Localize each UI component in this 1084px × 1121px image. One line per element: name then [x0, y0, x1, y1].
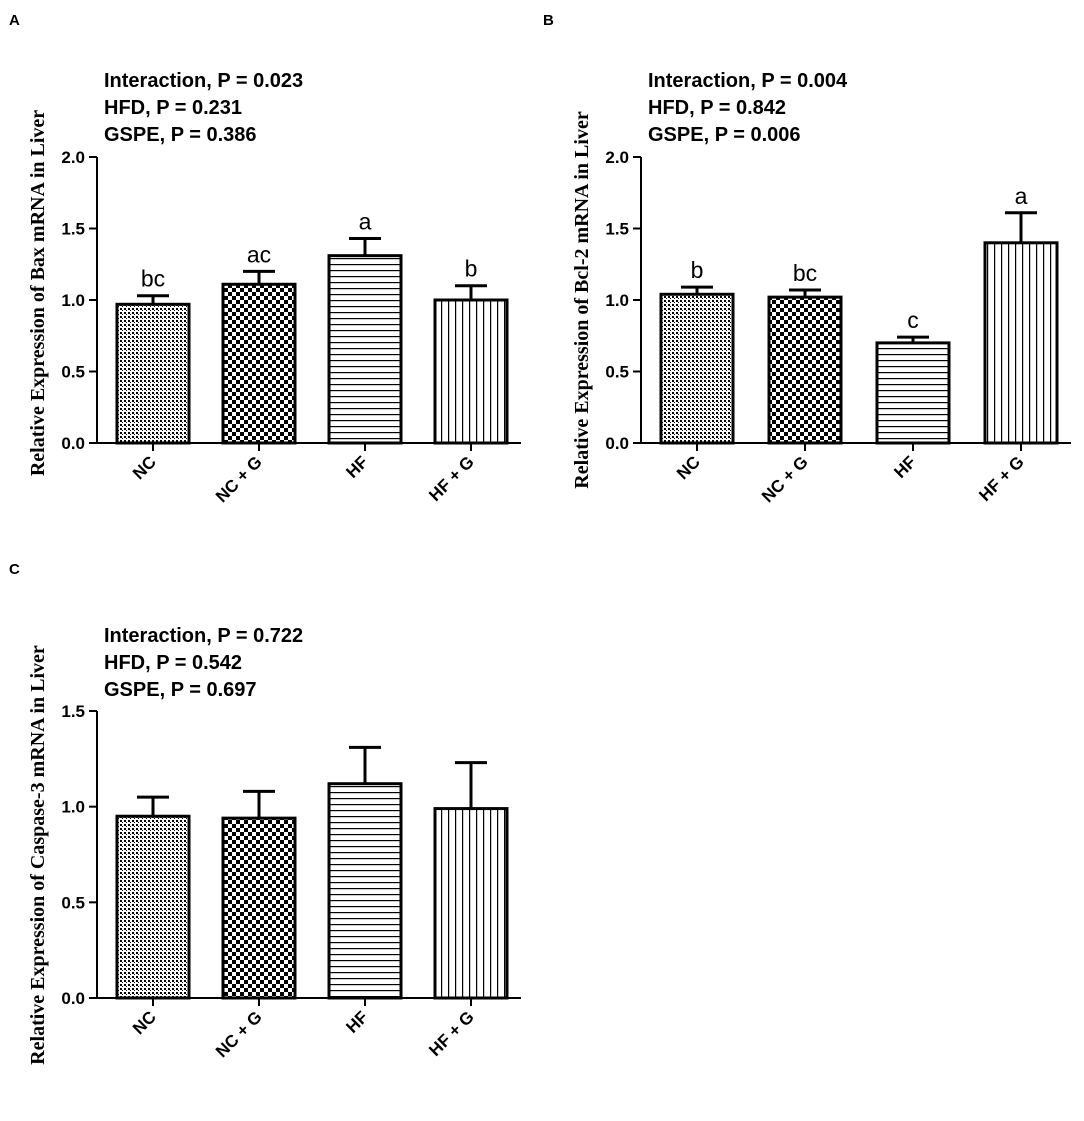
significance-label: bc — [793, 260, 817, 286]
plot-area: 0.0 0.5 1.0 1.5 2.0 bc NC ac NC + G a HF b HF + G — [61, 148, 521, 506]
y-tick-label: 0.0 — [61, 434, 85, 453]
bar-hf-g — [983, 241, 1059, 445]
stat-hfd: HFD, P = 0.231 — [104, 97, 242, 119]
y-tick-label: 0.5 — [605, 363, 629, 382]
y-axis-title: Relative Expression of Bcl-2 mRNA in Liv… — [571, 111, 593, 489]
y-tick-label: 1.5 — [61, 702, 85, 721]
category-label: NC — [129, 452, 160, 483]
y-tick-label: 0.0 — [61, 989, 85, 1008]
significance-label: a — [359, 209, 372, 235]
stat-hfd: HFD, P = 0.542 — [104, 652, 242, 674]
y-tick-label: 1.5 — [605, 220, 629, 239]
category-label: HF + G — [425, 452, 478, 505]
bar-nc — [659, 292, 735, 445]
category-label: HF + G — [425, 1007, 478, 1060]
y-tick-label: 1.0 — [61, 291, 85, 310]
bar-hf — [327, 782, 403, 1000]
stat-interaction: Interaction, P = 0.004 — [648, 70, 848, 92]
significance-label: a — [1015, 183, 1028, 209]
category-label: NC + G — [212, 452, 266, 506]
panel-c: C Interaction, P = 0.722 HFD, P = 0.542 … — [9, 561, 521, 1065]
y-tick-label: 1.0 — [61, 798, 85, 817]
y-tick-label: 1.0 — [605, 291, 629, 310]
plot-area: 0.0 0.5 1.0 1.5 2.0 b NC bc NC + G c HF a HF + G — [605, 148, 1071, 506]
category-label: HF — [342, 1007, 371, 1036]
y-tick-label: 2.0 — [61, 148, 85, 167]
significance-label: ac — [247, 241, 271, 267]
significance-label: c — [907, 307, 919, 333]
panel-letter: C — [9, 561, 20, 578]
bar-hf — [875, 341, 951, 445]
stat-gspe: GSPE, P = 0.006 — [648, 124, 801, 146]
category-label: HF + G — [975, 452, 1028, 505]
bar-nc — [115, 302, 191, 445]
significance-label: b — [465, 256, 478, 282]
y-axis-title: Relative Expression of Bax mRNA in Liver — [27, 110, 49, 476]
category-label: NC — [129, 1007, 160, 1038]
bar-hf-g — [433, 807, 509, 1000]
y-tick-label: 0.5 — [61, 363, 85, 382]
category-label: NC + G — [758, 452, 812, 506]
y-tick-label: 0.5 — [61, 893, 85, 912]
bar-nc-g — [221, 816, 297, 1000]
category-label: NC + G — [212, 1007, 266, 1061]
plot-area: 0.0 0.5 1.0 1.5 NC NC + G HF HF + G — [61, 702, 521, 1061]
bar-hf — [327, 254, 403, 445]
y-tick-label: 0.0 — [605, 434, 629, 453]
panel-b: B Interaction, P = 0.004 HFD, P = 0.842 … — [543, 12, 1071, 506]
panel-a: A Interaction, P = 0.023 HFD, P = 0.231 … — [9, 12, 521, 506]
stat-gspe: GSPE, P = 0.697 — [104, 679, 257, 701]
significance-label: bc — [141, 266, 165, 292]
bar-hf-g — [433, 298, 509, 445]
panel-letter: A — [9, 12, 20, 29]
stat-interaction: Interaction, P = 0.722 — [104, 625, 303, 647]
category-label: HF — [890, 452, 919, 481]
stat-interaction: Interaction, P = 0.023 — [104, 70, 303, 92]
stat-hfd: HFD, P = 0.842 — [648, 97, 786, 119]
panel-letter: B — [543, 12, 554, 29]
bar-nc-g — [767, 295, 843, 445]
category-label: HF — [342, 452, 371, 481]
bar-nc-g — [221, 282, 297, 445]
y-axis-title: Relative Expression of Caspase-3 mRNA in… — [27, 645, 49, 1065]
y-tick-label: 1.5 — [61, 220, 85, 239]
significance-label: b — [691, 257, 704, 283]
bar-nc — [115, 814, 191, 1000]
stat-gspe: GSPE, P = 0.386 — [104, 124, 257, 146]
y-tick-label: 2.0 — [605, 148, 629, 167]
category-label: NC — [673, 452, 704, 483]
